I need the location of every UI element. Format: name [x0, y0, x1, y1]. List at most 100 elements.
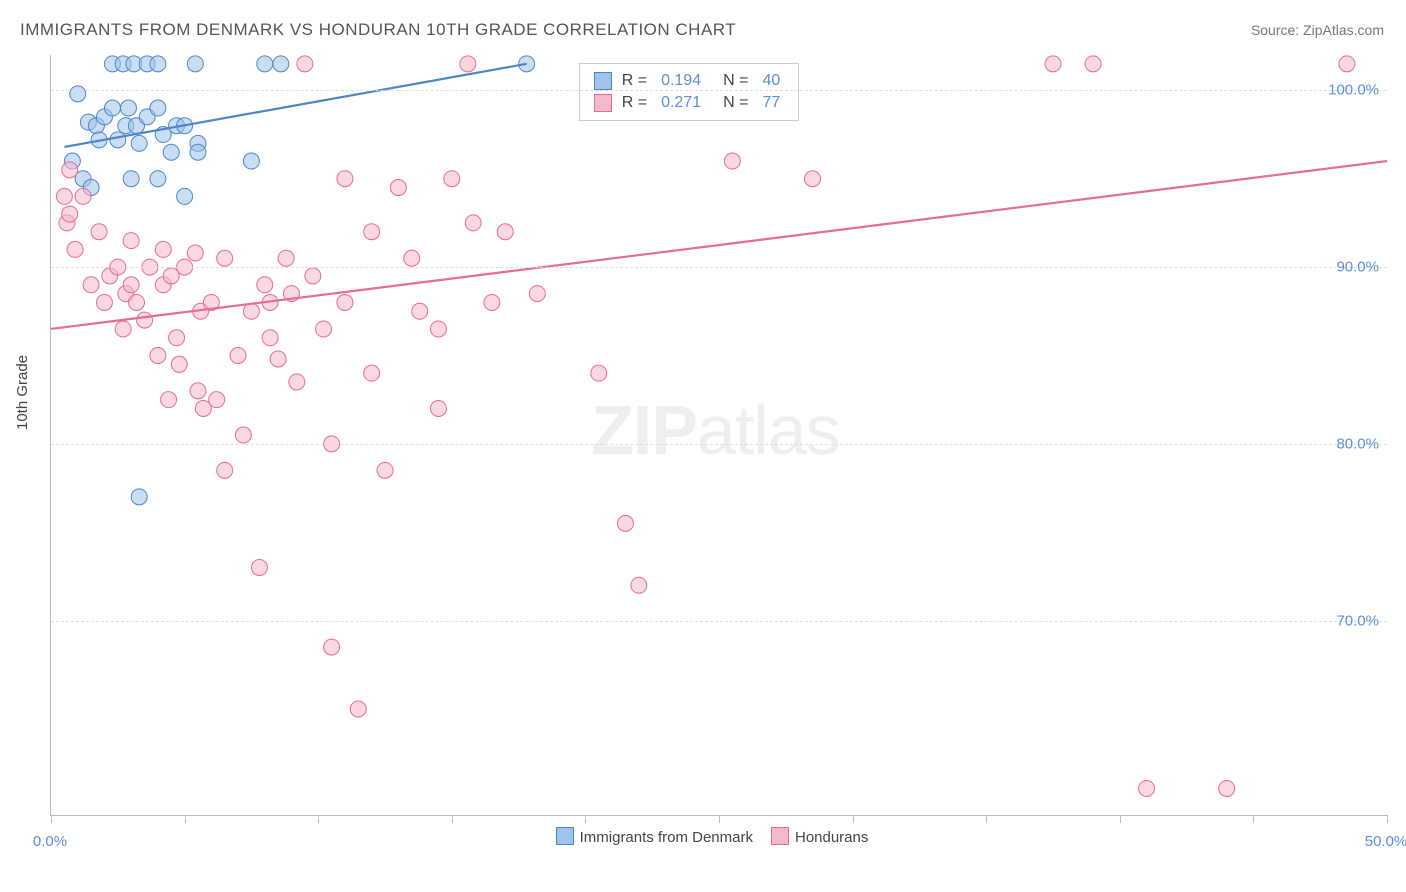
y-axis-label: 10th Grade: [14, 355, 31, 430]
legend-n-label: N =: [723, 94, 748, 112]
legend-r-value: 0.271: [657, 94, 705, 112]
chart-title: IMMIGRANTS FROM DENMARK VS HONDURAN 10TH…: [20, 20, 736, 40]
data-point: [123, 233, 139, 249]
plot-svg: [51, 55, 1387, 815]
data-point: [364, 224, 380, 240]
x-tick: [452, 815, 453, 823]
data-point: [1139, 780, 1155, 796]
legend-row: R =0.194N =40: [594, 70, 785, 92]
data-point: [62, 206, 78, 222]
data-point: [805, 171, 821, 187]
data-point: [1045, 56, 1061, 72]
data-point: [390, 180, 406, 196]
data-point: [187, 245, 203, 261]
data-point: [56, 188, 72, 204]
x-tick: [986, 815, 987, 823]
data-point: [289, 374, 305, 390]
data-point: [217, 250, 233, 266]
legend-row: R = 0.271 N = 77: [594, 92, 785, 114]
data-point: [187, 56, 203, 72]
scatter-plot-area: ZIPatlas R =0.194N =40R =0.271N =77 70.0…: [50, 55, 1387, 816]
data-point: [350, 701, 366, 717]
data-point: [83, 277, 99, 293]
data-point: [364, 365, 380, 381]
x-tick: [719, 815, 720, 823]
x-tick: [853, 815, 854, 823]
data-point: [235, 427, 251, 443]
data-point: [96, 294, 112, 310]
data-point: [1085, 56, 1101, 72]
data-point: [70, 86, 86, 102]
y-gridline: [51, 444, 1387, 445]
data-point: [324, 639, 340, 655]
legend-r-value: 0.194: [657, 72, 705, 90]
data-point: [131, 489, 147, 505]
data-point: [297, 56, 313, 72]
data-point: [1219, 780, 1235, 796]
data-point: [377, 462, 393, 478]
data-point: [591, 365, 607, 381]
data-point: [257, 277, 273, 293]
data-point: [460, 56, 476, 72]
legend-swatch: [556, 827, 574, 845]
data-point: [497, 224, 513, 240]
x-tick-label: 0.0%: [33, 833, 67, 850]
legend-swatch: [594, 72, 612, 90]
data-point: [529, 286, 545, 302]
legend-swatch: [771, 827, 789, 845]
data-point: [430, 321, 446, 337]
data-point: [337, 171, 353, 187]
data-point: [404, 250, 420, 266]
data-point: [150, 56, 166, 72]
data-point: [230, 347, 246, 363]
source-attribution: Source: ZipAtlas.com: [1251, 22, 1384, 38]
data-point: [412, 303, 428, 319]
data-point: [155, 241, 171, 257]
data-point: [91, 224, 107, 240]
trend-line: [51, 161, 1387, 329]
y-gridline: [51, 621, 1387, 622]
x-tick: [1387, 815, 1388, 823]
x-tick: [1253, 815, 1254, 823]
legend-n-value: 40: [758, 72, 784, 90]
data-point: [270, 351, 286, 367]
series-legend: Immigrants from DenmarkHondurans: [0, 827, 1406, 846]
correlation-legend-box: R =0.194N =40 R = 0.271 N = 77: [579, 63, 800, 121]
data-point: [129, 294, 145, 310]
x-tick: [318, 815, 319, 823]
data-point: [131, 135, 147, 151]
x-tick: [1120, 815, 1121, 823]
data-point: [150, 100, 166, 116]
y-tick-label: 90.0%: [1336, 259, 1379, 276]
data-point: [337, 294, 353, 310]
data-point: [316, 321, 332, 337]
data-point: [217, 462, 233, 478]
x-tick: [585, 815, 586, 823]
legend-r-label: R =: [622, 94, 647, 112]
data-point: [177, 188, 193, 204]
x-tick-label: 50.0%: [1365, 833, 1406, 850]
data-point: [62, 162, 78, 178]
data-point: [171, 356, 187, 372]
data-point: [484, 294, 500, 310]
data-point: [257, 56, 273, 72]
data-point: [169, 330, 185, 346]
legend-n-value: 77: [758, 94, 784, 112]
data-point: [251, 560, 267, 576]
data-point: [150, 171, 166, 187]
data-point: [631, 577, 647, 593]
y-tick-label: 80.0%: [1336, 435, 1379, 452]
y-gridline: [51, 267, 1387, 268]
data-point: [617, 515, 633, 531]
data-point: [67, 241, 83, 257]
x-tick: [185, 815, 186, 823]
data-point: [123, 277, 139, 293]
data-point: [1339, 56, 1355, 72]
data-point: [190, 383, 206, 399]
data-point: [137, 312, 153, 328]
data-point: [273, 56, 289, 72]
data-point: [190, 144, 206, 160]
x-tick: [51, 815, 52, 823]
data-point: [465, 215, 481, 231]
data-point: [243, 153, 259, 169]
